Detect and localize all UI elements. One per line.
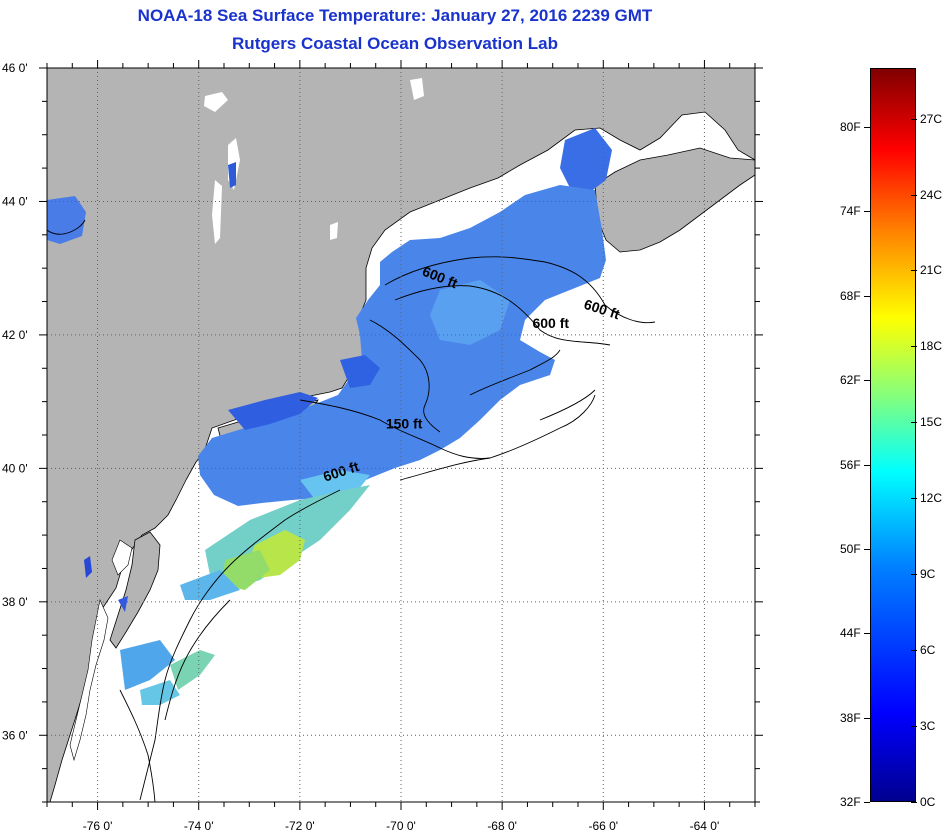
colorbar-celsius-label: 0C (920, 795, 936, 809)
chesapeake-bay (69, 599, 109, 762)
lon-tick-label: -72 0' (285, 819, 315, 833)
delmarva (109, 531, 161, 649)
colorbar-tick (864, 717, 870, 719)
colorbar-tick (864, 295, 870, 297)
colorbar-fahrenheit-label: 62F (840, 373, 861, 388)
colorbar-tick (864, 127, 870, 129)
colorbar-fahrenheit-label: 44F (840, 626, 861, 641)
colorbar-tick (864, 211, 870, 213)
axes: -76 0' -74 0' -72 0' -70 0' -68 0' -66 0' -64 … (2, 60, 763, 833)
colorbar-fahrenheit-label: 74F (840, 204, 861, 219)
colorbar-fahrenheit-label: 38F (840, 710, 861, 725)
colorbar-tick (911, 726, 917, 728)
lon-tick-label: -70 0' (386, 819, 416, 833)
lon-tick-label: -76 0' (83, 819, 113, 833)
colorbar-celsius-label: 15C (920, 415, 943, 430)
map-title: NOAA-18 Sea Surface Temperature: January… (137, 6, 653, 25)
lon-tick-label: -74 0' (184, 819, 214, 833)
lat-tick-label: 44 0' (2, 194, 28, 208)
colorbar-tick (864, 548, 870, 550)
colorbar-tick (911, 346, 917, 348)
colorbar-tick (911, 802, 917, 803)
colorbar-fahrenheit-label: 68F (840, 288, 861, 303)
lake (212, 180, 222, 244)
lake (204, 92, 228, 112)
temperature-colorbar (870, 68, 942, 802)
depth-contours (47, 219, 656, 802)
lake (330, 222, 338, 240)
colorbar-tick (864, 633, 870, 635)
colorbar-fahrenheit-label: 56F (840, 457, 861, 472)
lat-tick-label: 36 0' (2, 728, 28, 742)
lat-tick-label: 42 0' (2, 328, 28, 342)
colorbar-tick (911, 194, 917, 196)
delaware-bay (111, 539, 133, 576)
colorbar-celsius-label: 24C (920, 187, 943, 202)
contour-label: 600 ft (532, 315, 569, 331)
colorbar-fahrenheit-label: 32F (840, 795, 861, 809)
lat-tick-label: 40 0' (2, 461, 28, 475)
nova-scotia (594, 147, 755, 253)
colorbar-celsius-label: 27C (920, 111, 943, 126)
colorbar-tick (911, 650, 917, 652)
colorbar-celsius-label: 21C (920, 263, 943, 278)
lon-tick-label: -68 0' (487, 819, 517, 833)
lat-tick-label: 38 0' (2, 595, 28, 609)
colorbar-celsius-label: 9C (920, 567, 936, 582)
contour-label: 150 ft (386, 415, 423, 431)
lake (410, 78, 424, 100)
lon-tick-label: -66 0' (588, 819, 618, 833)
colorbar-celsius-label: 3C (920, 719, 936, 734)
colorbar-celsius-label: 12C (920, 491, 943, 506)
colorbar-fahrenheit-label: 50F (840, 541, 861, 556)
colorbar-tick (864, 464, 870, 466)
colorbar-tick (864, 380, 870, 382)
colorbar-celsius-label: 18C (920, 339, 943, 354)
colorbar-tick (911, 270, 917, 272)
colorbar-tick (911, 118, 917, 120)
sst-field (47, 128, 612, 705)
colorbar-gradient (870, 68, 916, 802)
colorbar-tick (864, 802, 870, 803)
colorbar-tick (911, 422, 917, 424)
lat-tick-label: 46 0' (2, 61, 28, 75)
map-subtitle: Rutgers Coastal Ocean Observation Lab (232, 34, 558, 53)
colorbar-tick (911, 574, 917, 576)
colorbar-fahrenheit-label: 80F (840, 120, 861, 135)
colorbar-tick (911, 498, 917, 500)
lon-tick-label: -64 0' (690, 819, 720, 833)
colorbar-celsius-label: 6C (920, 643, 936, 658)
